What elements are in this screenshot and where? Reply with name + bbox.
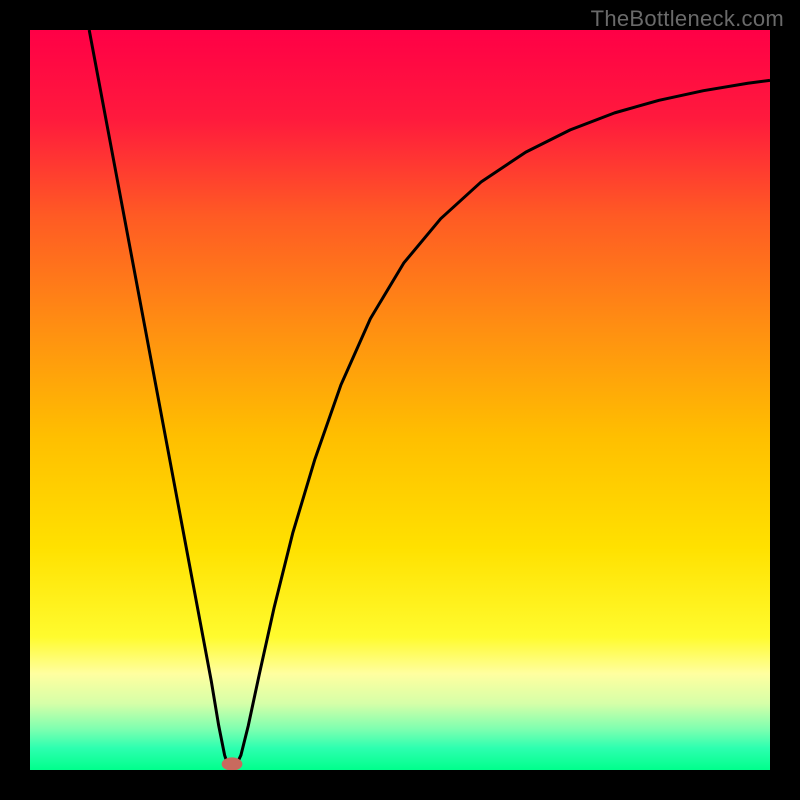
chart-background	[30, 30, 770, 770]
chart-area	[30, 30, 770, 770]
chart-svg	[30, 30, 770, 770]
watermark-text: TheBottleneck.com	[591, 6, 784, 32]
